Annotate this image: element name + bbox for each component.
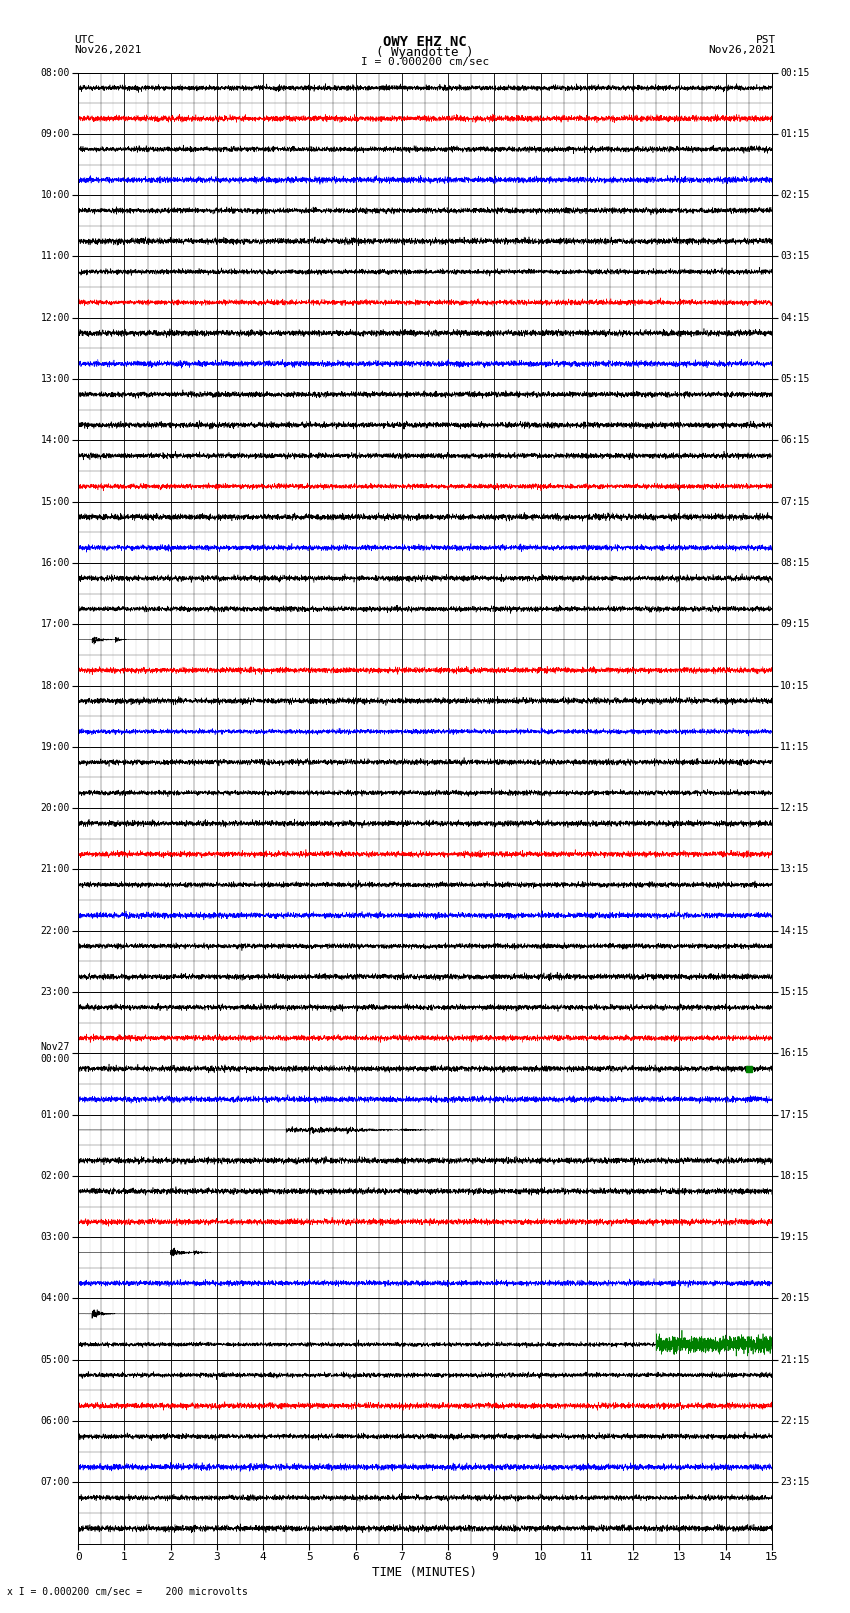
Text: OWY EHZ NC: OWY EHZ NC	[383, 35, 467, 48]
Text: UTC: UTC	[74, 35, 94, 45]
X-axis label: TIME (MINUTES): TIME (MINUTES)	[372, 1566, 478, 1579]
Text: PST: PST	[756, 35, 776, 45]
Text: ( Wyandotte ): ( Wyandotte )	[377, 45, 473, 60]
Text: I = 0.000200 cm/sec: I = 0.000200 cm/sec	[361, 56, 489, 66]
Text: x I = 0.000200 cm/sec =    200 microvolts: x I = 0.000200 cm/sec = 200 microvolts	[7, 1587, 247, 1597]
Text: Nov26,2021: Nov26,2021	[74, 45, 141, 55]
Text: Nov26,2021: Nov26,2021	[709, 45, 776, 55]
